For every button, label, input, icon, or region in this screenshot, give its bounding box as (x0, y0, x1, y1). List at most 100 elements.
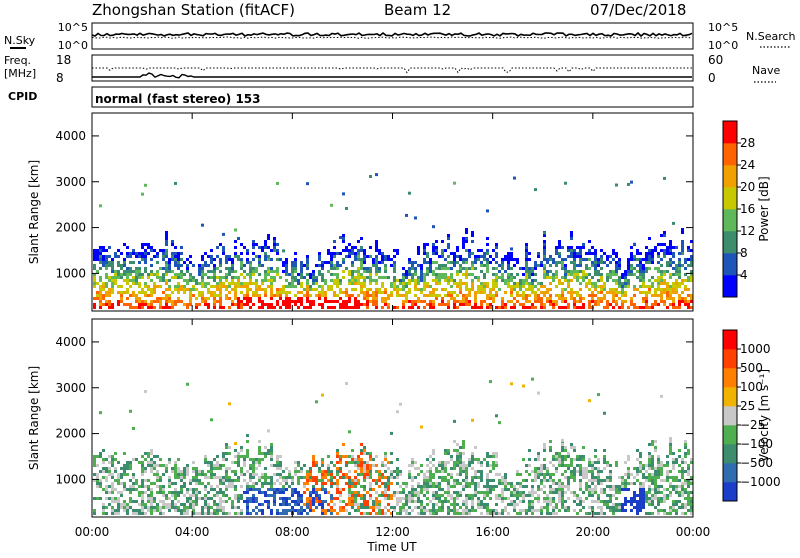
data-cell (207, 476, 210, 479)
data-cell (654, 294, 657, 297)
data-cell (123, 279, 126, 282)
data-cell (102, 503, 105, 506)
data-cell (462, 500, 465, 503)
data-cell (447, 255, 450, 258)
data-cell (126, 288, 129, 291)
data-cell (453, 464, 456, 467)
data-cell (348, 503, 351, 506)
data-cell (210, 291, 213, 294)
data-cell (186, 288, 189, 291)
data-cell (363, 249, 366, 252)
data-cell (687, 494, 690, 497)
data-cell (156, 276, 159, 279)
data-cell (426, 476, 429, 479)
data-cell (126, 252, 129, 255)
data-cell (510, 306, 513, 309)
data-cell (648, 467, 651, 470)
data-cell (354, 270, 357, 273)
data-cell (549, 461, 552, 464)
data-cell (258, 458, 261, 461)
data-cell (408, 191, 411, 195)
data-cell (513, 288, 516, 291)
data-cell (471, 264, 474, 267)
data-cell (558, 294, 561, 297)
data-cell (660, 497, 663, 500)
data-cell (468, 249, 471, 252)
data-cell (432, 491, 435, 494)
data-cell (396, 497, 399, 500)
data-cell (603, 455, 606, 458)
data-cell (279, 461, 282, 464)
data-cell (687, 288, 690, 291)
data-cell (642, 506, 645, 509)
data-cell (516, 512, 519, 515)
data-cell (459, 291, 462, 294)
data-cell (105, 261, 108, 264)
data-cell (570, 246, 573, 249)
data-cell (561, 446, 564, 449)
data-cell (390, 473, 393, 476)
data-cell (462, 294, 465, 297)
data-cell (153, 509, 156, 512)
data-cell (351, 276, 354, 279)
data-cell (597, 285, 600, 288)
data-cell (297, 291, 300, 294)
data-cell (195, 476, 198, 479)
data-cell (687, 482, 690, 485)
data-cell (186, 282, 189, 285)
data-cell (417, 297, 420, 300)
data-cell (549, 491, 552, 494)
data-cell (147, 276, 150, 279)
data-cell (396, 482, 399, 485)
data-cell (651, 512, 654, 515)
data-cell (108, 455, 111, 458)
data-cell (417, 482, 420, 485)
data-cell (507, 264, 510, 267)
data-cell (420, 506, 423, 509)
data-cell (318, 264, 321, 267)
data-cell (660, 276, 663, 279)
data-cell (384, 506, 387, 509)
station-title: Zhongshan Station (fitACF) (92, 1, 295, 19)
data-cell (312, 270, 315, 273)
data-cell (108, 467, 111, 470)
data-cell (294, 509, 297, 512)
data-cell (336, 485, 339, 488)
data-cell (627, 267, 630, 270)
data-cell (534, 188, 537, 192)
data-cell (435, 267, 438, 270)
data-cell (135, 294, 138, 297)
data-cell (600, 249, 603, 252)
data-cell (330, 512, 333, 515)
data-cell (204, 485, 207, 488)
data-cell (237, 497, 240, 500)
data-cell (120, 506, 123, 509)
data-cell (147, 479, 150, 482)
data-cell (246, 485, 249, 488)
data-cell (525, 509, 528, 512)
data-cell (168, 279, 171, 282)
data-cell (348, 500, 351, 503)
data-cell (246, 512, 249, 515)
data-cell (315, 264, 318, 267)
colorbar-tick-label: 100 (740, 380, 763, 394)
data-cell (591, 464, 594, 467)
data-cell (402, 276, 405, 279)
data-cell (366, 467, 369, 470)
data-cell (141, 503, 144, 506)
data-cell (138, 285, 141, 288)
data-cell (198, 264, 201, 267)
data-cell (465, 249, 468, 252)
data-cell (375, 470, 378, 473)
data-cell (264, 240, 267, 243)
data-cell (276, 467, 279, 470)
data-cell (99, 252, 102, 255)
data-cell (198, 282, 201, 285)
data-cell (336, 461, 339, 464)
data-cell (684, 443, 687, 446)
data-cell (297, 279, 300, 282)
data-cell (378, 485, 381, 488)
data-cell (564, 506, 567, 509)
data-cell (657, 473, 660, 476)
data-cell (333, 246, 336, 249)
